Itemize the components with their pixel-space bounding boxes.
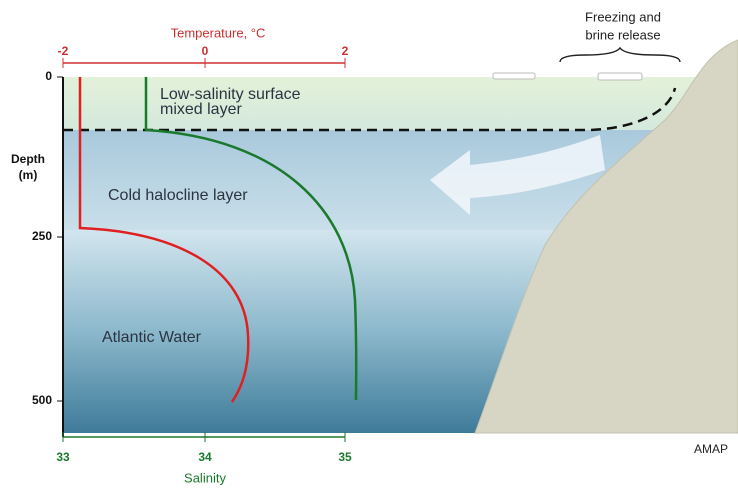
tick-label: -2 [58, 44, 69, 58]
tick-label: 34 [198, 450, 212, 464]
layer-label: Atlantic Water [102, 329, 202, 346]
tick-label: 35 [338, 450, 352, 464]
flow-arrow [430, 135, 605, 215]
tick-label: 0 [202, 44, 209, 58]
temperature-ticks [62, 58, 346, 68]
ice-floe [492, 72, 536, 80]
tick-label: 0 [45, 69, 52, 83]
annotation: brine release [585, 27, 660, 42]
salinity-profile [144, 77, 358, 401]
credit: AMAP [694, 442, 728, 456]
layer-label: Cold halocline layer [108, 187, 248, 204]
tick-label: 33 [56, 450, 70, 464]
land [474, 39, 738, 434]
mixed-layer-boundary [63, 87, 677, 132]
tick-label: 250 [32, 229, 52, 243]
brace [559, 46, 681, 63]
surface-layer [63, 77, 738, 130]
annotation: Freezing and [585, 9, 661, 24]
depth-title: Depth [11, 152, 45, 166]
temperature-title: Temperature, °C [171, 25, 266, 40]
depth-title: (m) [19, 168, 38, 182]
temperature-profile [78, 77, 250, 403]
ice-floe [597, 72, 643, 81]
tick-label: 500 [32, 393, 52, 407]
layer-label: Low-salinity surface [160, 86, 301, 103]
depth-ticks [57, 76, 63, 402]
tick-label: 2 [342, 44, 349, 58]
salinity-ticks [62, 432, 346, 442]
salinity-title: Salinity [184, 470, 226, 485]
layer-label: mixed layer [160, 101, 242, 118]
